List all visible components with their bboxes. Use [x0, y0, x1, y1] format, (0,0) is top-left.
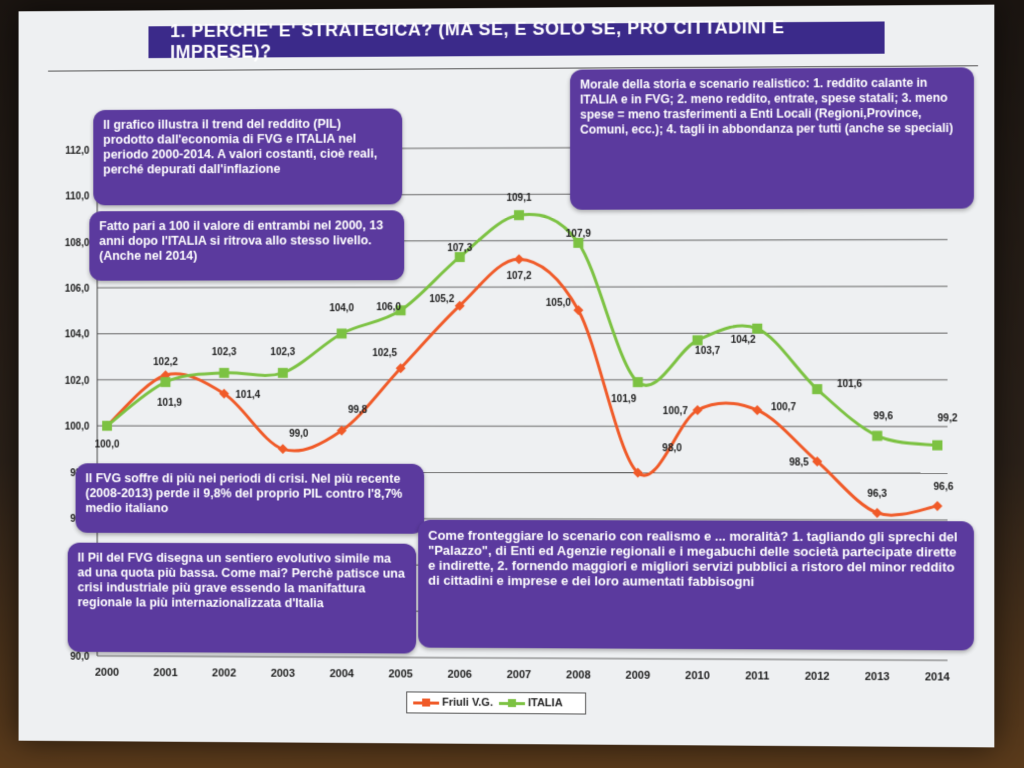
fronteggiare-box: Come fronteggiare lo scenario con realis… [418, 519, 974, 651]
data-label-fvg: 107,2 [507, 271, 532, 282]
y-tick-label: 106,0 [65, 284, 90, 295]
point-italia [160, 377, 171, 388]
data-label-fvg: 96,3 [867, 489, 887, 500]
data-label-italia: 99,2 [938, 413, 958, 424]
x-tick-label: 2009 [626, 670, 651, 682]
data-label-fvg: 96,6 [934, 482, 954, 493]
x-tick-label: 2012 [805, 671, 830, 683]
intro-box: Il grafico illustra il trend del reddito… [93, 108, 403, 206]
data-label-italia: 106,0 [376, 302, 401, 313]
data-label-italia: 101,6 [837, 379, 863, 390]
data-label-italia: 101,9 [157, 398, 182, 409]
data-label-fvg: 100,7 [771, 402, 797, 413]
y-tick-label: 100,0 [65, 422, 90, 433]
legend-italia-label: ITALIA [527, 697, 563, 710]
data-label-fvg: 100,0 [95, 440, 120, 451]
point-italia [336, 328, 347, 339]
x-tick-label: 2005 [388, 668, 412, 680]
x-tick-label: 2003 [271, 668, 295, 680]
gridline [97, 426, 947, 427]
point-italia [632, 377, 643, 388]
point-italia [102, 420, 113, 431]
fronteggiare-text: Come fronteggiare lo scenario con realis… [428, 527, 958, 589]
y-tick-label: 112,0 [65, 146, 90, 157]
data-label-fvg: 100,7 [663, 406, 689, 417]
legend-italia: ITALIA [498, 697, 563, 710]
x-tick-label: 2004 [330, 668, 355, 680]
intro-text: Il grafico illustra il trend del reddito… [103, 116, 378, 177]
projector-screen: 1. PERCHE' E' STRATEGICA? (MA SE, E SOLO… [18, 4, 995, 748]
point-fvg [812, 456, 823, 467]
point-italia [396, 305, 407, 317]
y-tick-label: 104,0 [65, 330, 90, 341]
sentiero-text: Il Pil del FVG disegna un sentiero evolu… [77, 550, 405, 611]
data-label-italia: 103,7 [695, 346, 721, 357]
data-label-italia: 102,3 [270, 347, 295, 358]
x-tick-label: 2002 [212, 667, 236, 679]
sentiero-box: Il Pil del FVG disegna un sentiero evolu… [67, 542, 417, 654]
data-label-italia: 104,2 [731, 335, 757, 346]
base100-text: Fatto pari a 100 il valore di entrambi n… [99, 218, 384, 263]
point-italia [692, 335, 703, 346]
x-tick-label: 2010 [685, 670, 710, 682]
data-label-fvg: 105,2 [429, 294, 454, 305]
point-fvg [277, 444, 288, 455]
data-label-fvg: 102,5 [372, 348, 397, 359]
data-label-fvg: 105,0 [546, 298, 572, 309]
point-italia [752, 323, 763, 334]
y-tick-label: 108,0 [65, 238, 90, 249]
chart-legend: Friuli V.G. ITALIA [406, 691, 587, 715]
point-italia [277, 367, 288, 378]
x-tick-label: 2008 [566, 669, 591, 681]
data-label-fvg: 101,4 [236, 390, 261, 401]
x-tick-label: 2011 [745, 670, 769, 682]
x-tick-label: 2006 [448, 669, 472, 681]
point-fvg [872, 507, 883, 518]
y-tick-label: 110,0 [65, 192, 90, 203]
x-tick-label: 2001 [153, 667, 177, 679]
data-label-fvg: 99,0 [289, 429, 309, 440]
point-italia [513, 210, 524, 221]
gridline [97, 286, 947, 287]
crisi-text: Il FVG soffre di più nei periodi di cris… [85, 471, 403, 516]
data-label-fvg: 102,2 [153, 357, 178, 368]
morale-text: Morale della storia e scenario realistic… [580, 75, 954, 137]
point-fvg [513, 254, 524, 265]
y-tick-label: 102,0 [65, 376, 90, 387]
data-label-italia: 107,9 [566, 229, 592, 240]
data-label-italia: 99,6 [873, 412, 893, 423]
point-italia [932, 440, 943, 451]
x-tick-label: 2007 [507, 669, 531, 681]
data-label-italia: 104,0 [329, 304, 354, 315]
x-tick-label: 2014 [925, 671, 951, 683]
line-chart: 90,092,094,096,098,0100,0102,0104,0106,0… [65, 5, 958, 684]
data-label-italia: 101,9 [611, 394, 637, 405]
legend-fvg-swatch [413, 698, 440, 707]
data-label-italia: 107,3 [447, 243, 472, 254]
point-italia [455, 252, 466, 263]
data-label-italia: 109,1 [507, 193, 532, 204]
morale-box: Morale della storia e scenario realistic… [570, 67, 974, 210]
gridline [97, 656, 947, 660]
data-label-fvg: 98,0 [662, 443, 682, 454]
legend-italia-swatch [498, 698, 525, 707]
base100-box: Fatto pari a 100 il valore di entrambi n… [89, 210, 405, 281]
point-italia [219, 367, 230, 378]
point-fvg [752, 405, 763, 416]
data-label-italia: 102,3 [212, 347, 237, 358]
point-fvg [932, 500, 943, 512]
x-tick-label: 2013 [865, 671, 890, 683]
data-label-fvg: 98,5 [789, 457, 809, 468]
legend-fvg: Friuli V.G. [413, 696, 493, 709]
crisi-box: Il FVG soffre di più nei periodi di cris… [75, 463, 425, 534]
gridline [97, 333, 947, 334]
point-italia [572, 237, 583, 248]
x-tick-label: 2000 [95, 667, 119, 679]
point-italia [872, 430, 883, 441]
legend-fvg-label: Friuli V.G. [442, 696, 493, 709]
point-italia [812, 384, 823, 395]
data-label-fvg: 99,8 [348, 405, 368, 416]
y-tick-label: 90,0 [70, 652, 90, 663]
